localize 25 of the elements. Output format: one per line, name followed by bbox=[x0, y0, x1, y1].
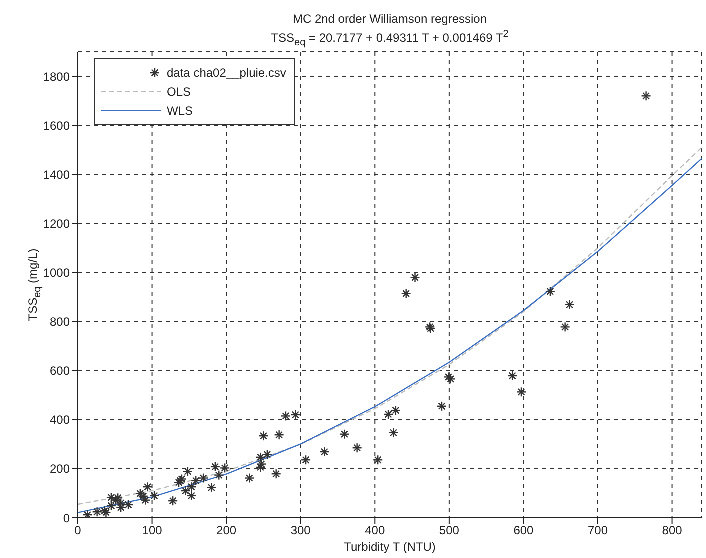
y-tick-label: 400 bbox=[50, 413, 70, 428]
legend-label: OLS bbox=[167, 84, 192, 98]
x-tick-label: 100 bbox=[142, 524, 163, 538]
y-tick-label: 1600 bbox=[43, 118, 70, 133]
y-tick-label: 1000 bbox=[43, 266, 70, 280]
x-tick-label: 800 bbox=[662, 524, 683, 538]
y-tick-label: 1800 bbox=[43, 70, 70, 84]
chart-subtitle: TSS$_{eq}$ = 20.7177 + 0.49311 T + 0.001469 T$^{2}$ bbox=[270, 28, 510, 50]
chart-title: MC 2nd order Williamson regression bbox=[292, 12, 488, 27]
x-tick-label: 700 bbox=[588, 524, 608, 538]
legend-label: WLS bbox=[167, 104, 194, 118]
y-tick-label: 1200 bbox=[43, 216, 70, 231]
y-tick-label: 800 bbox=[50, 315, 70, 330]
x-tick-label: 600 bbox=[514, 524, 534, 538]
y-tick-label: 200 bbox=[50, 462, 70, 476]
legend-label: data cha02__pluie.csv bbox=[167, 66, 286, 80]
y-tick-label: 1400 bbox=[43, 168, 70, 182]
x-tick-label: 200 bbox=[216, 524, 237, 538]
x-tick-label: 500 bbox=[439, 524, 460, 538]
x-tick-label: 300 bbox=[290, 524, 312, 538]
x-tick-label: 0 bbox=[74, 524, 82, 538]
y-tick-label: 0 bbox=[63, 511, 70, 526]
x-axis-title: Turbidity T (NTU) bbox=[343, 540, 437, 554]
x-tick-label: 400 bbox=[365, 524, 386, 538]
y-tick-label: 600 bbox=[50, 364, 70, 378]
